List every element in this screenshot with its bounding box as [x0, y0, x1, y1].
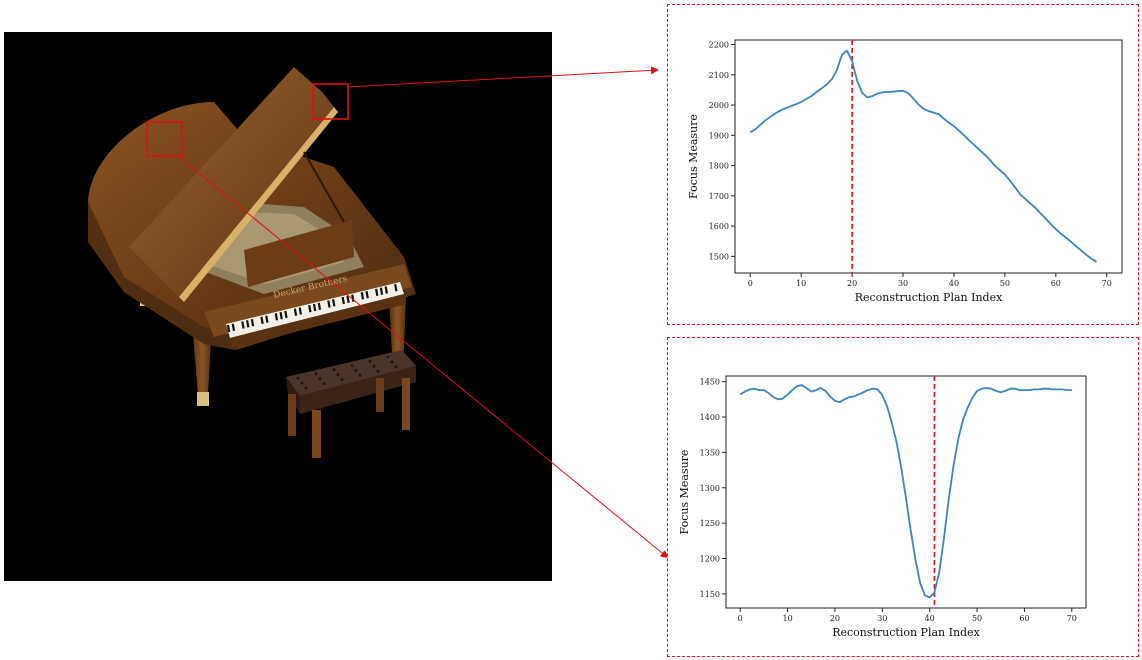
black-key	[384, 286, 388, 294]
black-key	[279, 311, 283, 320]
y-tick-label: 1150	[700, 590, 720, 599]
black-key	[274, 313, 279, 321]
bench-tuft	[358, 374, 362, 377]
y-axis-label: Focus Measure	[678, 450, 691, 535]
x-tick-label: 60	[1019, 614, 1029, 623]
black-key	[241, 321, 245, 329]
black-key	[260, 316, 264, 325]
bench-tuft	[304, 386, 308, 390]
black-key	[231, 323, 236, 332]
bench-tuft	[394, 365, 398, 369]
x-axis-label: Reconstruction Plan Index	[832, 626, 980, 639]
black-key	[375, 288, 379, 297]
black-key	[394, 283, 398, 292]
y-tick-label: 1450	[700, 378, 720, 387]
y-tick-label: 1200	[700, 554, 720, 563]
bench-tuft	[336, 373, 340, 376]
x-tick-label: 50	[972, 614, 982, 623]
black-key	[226, 324, 231, 333]
black-key	[332, 299, 336, 307]
y-tick-label: 1350	[700, 448, 720, 457]
focus-measure-chart-bottom: 0 10 20 30 40 50 60 70 1150 1200 1250 1300 1350 1400 1…	[678, 375, 1087, 639]
piano-leg-cap-left	[197, 392, 209, 406]
bench-tuft	[340, 378, 344, 381]
bench-tuft	[314, 372, 318, 376]
bench-tuft	[372, 364, 376, 368]
black-key	[365, 290, 369, 299]
black-key	[308, 304, 312, 313]
bench-tuft	[350, 364, 354, 367]
x-tick-label: 40	[949, 279, 959, 288]
piano-render-panel: Decker Brothers	[4, 32, 552, 581]
bench-tuft	[322, 382, 326, 386]
black-key	[312, 303, 317, 312]
chart-panel-bottom: 0 10 20 30 40 50 60 70 1150 1200 1250 1300 1350 1400 1…	[667, 337, 1139, 657]
bench-tuft	[368, 359, 372, 363]
y-tick-label: 1600	[709, 222, 729, 231]
y-tick-label: 2000	[709, 101, 729, 110]
y-tick-label: 2200	[709, 41, 729, 50]
x-tick-label: 20	[847, 279, 857, 288]
x-tick-label: 0	[738, 614, 743, 623]
bench-tuft	[390, 360, 394, 364]
y-tick-label: 1800	[709, 162, 729, 171]
region-box-lid-edge	[312, 83, 349, 120]
black-key	[317, 302, 322, 311]
black-key	[360, 292, 365, 300]
x-axis-label: Reconstruction Plan Index	[855, 291, 1003, 304]
x-tick-label: 40	[925, 614, 935, 623]
x-tick-label: 20	[830, 614, 840, 623]
x-tick-label: 30	[877, 614, 887, 623]
focus-measure-line	[749, 49, 1097, 263]
bench-tuft	[300, 381, 304, 385]
y-tick-label: 1700	[709, 192, 729, 201]
plot-frame	[725, 375, 1087, 609]
black-key	[246, 320, 250, 328]
bench-tuft	[318, 377, 322, 381]
bench-leg-2	[312, 410, 321, 458]
chart-panel-top: 0 10 20 30 40 50 60 70 1500 1600 1700 1800 1900 2000 2…	[667, 4, 1139, 325]
black-key	[265, 315, 269, 323]
piano-render: Decker Brothers	[88, 67, 416, 458]
x-tick-label: 0	[748, 279, 753, 288]
bench-leg-1	[288, 394, 296, 436]
y-tick-label: 1250	[700, 519, 720, 528]
x-tick-label: 50	[1000, 279, 1010, 288]
black-key	[327, 300, 331, 308]
black-key	[250, 318, 255, 327]
bench-leg-3	[376, 378, 384, 412]
plot-frame	[734, 39, 1123, 274]
x-tick-label: 70	[1067, 614, 1077, 623]
black-key	[346, 295, 350, 304]
region-box-lid	[146, 121, 183, 157]
x-tick-label: 30	[898, 279, 908, 288]
bench-tuft	[296, 376, 300, 380]
x-tick-label: 10	[782, 614, 792, 623]
x-tick-label: 10	[796, 279, 806, 288]
y-tick-label: 1400	[700, 413, 720, 422]
bench-tuft	[376, 369, 380, 373]
y-tick-label: 1300	[700, 484, 720, 493]
bench-tuft	[354, 369, 358, 372]
focus-measure-line	[739, 384, 1072, 599]
y-axis-label: Focus Measure	[687, 114, 700, 199]
y-tick-label: 1500	[709, 252, 729, 261]
bench-tuft	[386, 355, 390, 359]
x-tick-label: 60	[1051, 279, 1061, 288]
bench-leg-4	[402, 378, 410, 430]
focus-measure-chart-top: 0 10 20 30 40 50 60 70 1500 1600 1700 1800 1900 2000 2…	[687, 39, 1123, 304]
black-key	[379, 287, 384, 295]
black-key	[341, 296, 345, 305]
black-key	[293, 308, 298, 316]
x-tick-label: 70	[1102, 279, 1112, 288]
y-tick-label: 2100	[709, 71, 729, 80]
black-key	[284, 310, 288, 319]
black-key	[351, 294, 355, 302]
bench-tuft	[332, 368, 336, 371]
black-key	[298, 307, 302, 315]
y-tick-label: 1900	[709, 131, 729, 140]
